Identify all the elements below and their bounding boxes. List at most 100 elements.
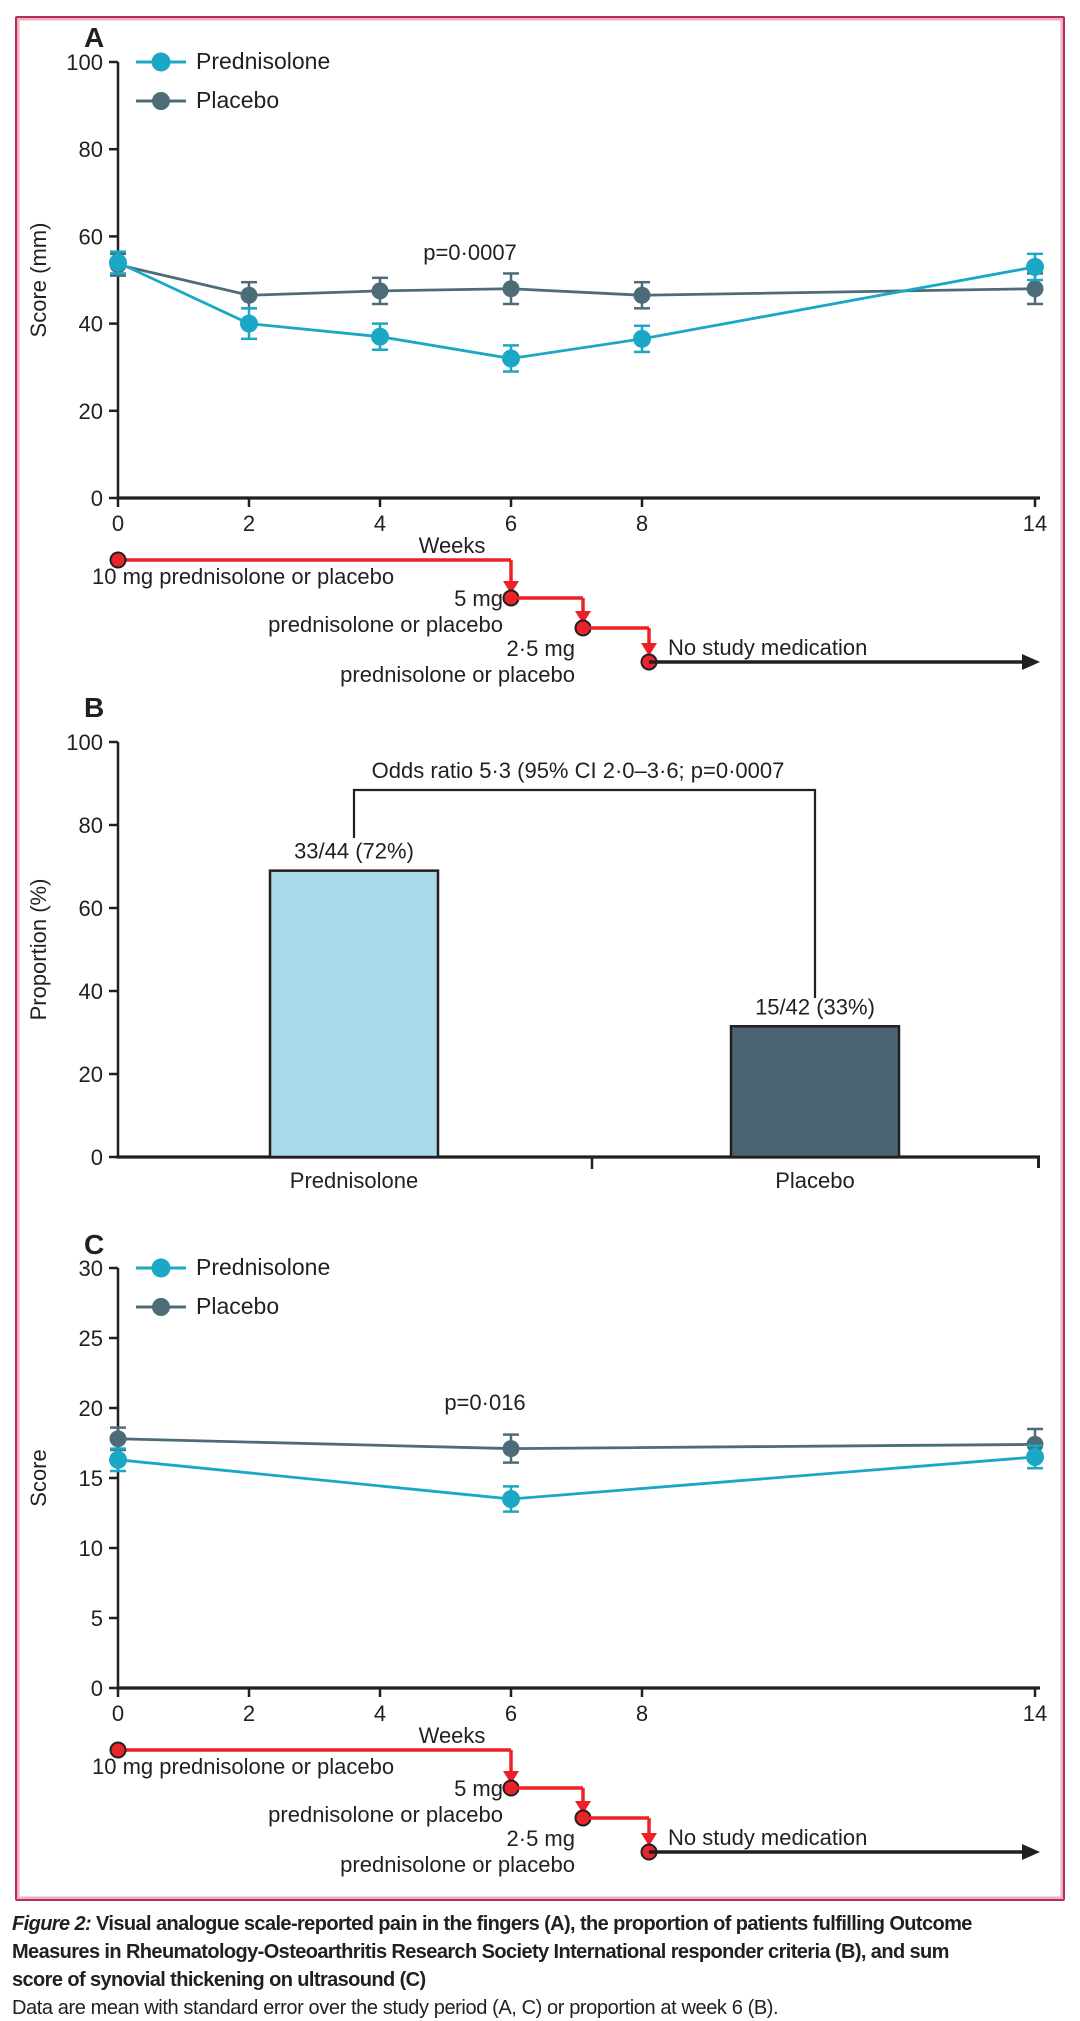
x-tick-label: 8 [636,511,648,536]
data-point-prednisolone-week-0 [109,1450,127,1469]
data-point-prednisolone-week-6 [502,349,520,368]
schedule-label-5mg-rest: prednisolone or placebo [268,1802,503,1827]
schedule-label-2-5mg-rest: prednisolone or placebo [340,1852,575,1877]
x-tick-label: 14 [1023,1701,1047,1726]
schedule-start-dot [109,551,127,569]
data-point-placebo-week-6 [502,280,520,298]
p-value-annotation: p=0·016 [444,1390,525,1415]
x-tick-label: 14 [1023,511,1047,536]
y-tick-label: 25 [79,1326,103,1351]
legend-marker-prednisolone-icon [136,1258,186,1277]
data-point-placebo-week-4 [371,282,389,300]
x-tick-label: 6 [505,1701,517,1726]
x-tick-label: 0 [112,511,124,536]
legend-marker-prednisolone-icon [136,52,186,71]
y-tick-label: 60 [79,896,103,921]
x-tick-label: 6 [505,511,517,536]
bar-category-label: Prednisolone [290,1168,418,1193]
figure-number-label: Figure 2: [12,1913,92,1935]
x-axis-title: Weeks [419,1723,486,1748]
y-axis-title: Proportion (%) [26,879,51,1021]
panel-c-legend: Prednisolone Placebo [133,1254,330,1320]
panel-a-legend: Prednisolone Placebo [133,48,330,114]
y-tick-label: 30 [79,1256,103,1281]
data-point-prednisolone-week-2 [240,314,258,333]
schedule-label-10mg: 10 mg prednisolone or placebo [92,564,394,589]
x-tick-label: 4 [374,1701,386,1726]
schedule-label-5mg-rest: prednisolone or placebo [268,612,503,637]
y-tick-label: 60 [79,224,103,249]
legend-item-placebo: Placebo [133,87,330,114]
data-point-placebo-week-14 [1026,1435,1044,1453]
schedule-start-dot [109,1741,127,1759]
data-point-prednisolone-week-14 [1026,257,1044,276]
data-point-placebo-week-8 [633,286,651,304]
legend-item-prednisolone: Prednisolone [133,1254,330,1281]
x-axis-title: Weeks [419,533,486,558]
right-arrow-icon [1022,1844,1040,1860]
y-tick-label: 10 [79,1536,103,1561]
panel-c-chart: 0 5 10 15 20 25 30 Score 0 2 4 6 8 14 Weeks p=0·016 10 m… [26,1256,1047,1877]
legend-label-placebo: Placebo [196,87,280,113]
y-tick-label: 100 [66,730,103,755]
y-tick-label: 20 [79,399,103,424]
schedule-label-2-5mg: 2·5 mg [507,636,575,661]
data-point-prednisolone-week-0 [109,253,127,272]
schedule-label-10mg: 10 mg prednisolone or placebo [92,1754,394,1779]
y-tick-label: 5 [91,1606,103,1631]
data-point-placebo-week-2 [240,286,258,304]
figure-caption: Figure 2: Visual analogue scale-reported… [12,1910,1074,2021]
schedule-label-2-5mg-rest: prednisolone or placebo [340,662,575,687]
legend-marker-placebo-icon [136,91,186,110]
data-point-prednisolone-week-4 [371,327,389,346]
y-tick-label: 80 [79,137,103,162]
caption-line-1: Figure 2: Visual analogue scale-reported… [12,1910,1074,1938]
panel-b-chart: 0 20 40 60 80 100 Proportion (%) 33/44 (72%) Pre… [26,730,1040,1193]
y-axis-title: Score (mm) [26,223,51,338]
x-tick-label: 8 [636,1701,648,1726]
schedule-label-no-medication: No study medication [668,1825,867,1850]
y-tick-label: 20 [79,1396,103,1421]
right-arrow-icon [1022,654,1040,670]
y-tick-label: 0 [91,1676,103,1701]
series-placebo [109,252,1044,310]
p-value-annotation: p=0·0007 [423,240,517,265]
legend-item-placebo: Placebo [133,1293,330,1320]
down-arrow-icon [641,1833,657,1846]
legend-label-prednisolone: Prednisolone [196,1254,331,1280]
bar-placebo [729,1025,901,1159]
data-point-placebo-week-14 [1026,280,1044,298]
schedule-label-2-5mg: 2·5 mg [507,1826,575,1851]
caption-line-3: score of synovial thickening on ultrasou… [12,1969,426,1991]
y-tick-label: 0 [91,1145,103,1170]
bar-prednisolone [268,869,440,1159]
legend-marker-placebo-icon [136,1297,186,1316]
odds-ratio-annotation: Odds ratio 5·3 (95% CI 2·0–3·6; p=0·0007 [372,758,785,783]
y-tick-label: 20 [79,1062,103,1087]
bar-value-label: 15/42 (33%) [755,994,875,1019]
y-tick-label: 15 [79,1466,103,1491]
panel-b-label: B [84,692,105,723]
data-point-prednisolone-week-8 [633,329,651,348]
bar-value-label: 33/44 (72%) [294,839,414,864]
y-tick-label: 40 [79,312,103,337]
series-placebo [109,1426,1044,1464]
schedule-label-5mg: 5 mg [454,586,503,611]
schedule-label-5mg: 5 mg [454,1776,503,1801]
comparison-bracket [352,788,817,998]
y-tick-label: 100 [66,50,103,75]
legend-label-placebo: Placebo [196,1293,280,1319]
schedule-label-no-medication: No study medication [668,635,867,660]
down-arrow-icon [575,1801,591,1814]
y-tick-label: 40 [79,979,103,1004]
legend-label-prednisolone: Prednisolone [196,48,331,74]
panel-c-label: C [84,1229,105,1260]
x-tick-label: 0 [112,1701,124,1726]
series-prednisolone [109,250,1044,373]
down-arrow-icon [641,643,657,656]
data-point-placebo-week-0 [109,1430,127,1448]
down-arrow-icon [503,1771,519,1784]
